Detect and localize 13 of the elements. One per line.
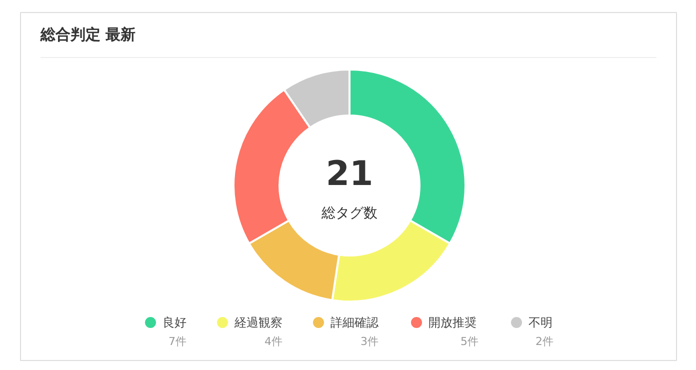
data-label: 5件	[460, 335, 478, 348]
data-label: 3件	[360, 335, 378, 348]
legend-label: 良好	[162, 316, 186, 330]
chart-title: 総合判定 最新	[40, 26, 136, 44]
legend-label: 詳細確認	[330, 316, 378, 330]
data-label: 7件	[168, 335, 186, 348]
text: 総タグ数	[320, 206, 378, 222]
data-label: 2件	[536, 335, 554, 348]
legend-label: 不明	[528, 316, 552, 330]
text: 21	[326, 154, 374, 194]
legend-label: 経過観察	[234, 316, 282, 330]
data-label: 4件	[264, 335, 282, 348]
legend-label: 開放推奨	[428, 316, 476, 330]
